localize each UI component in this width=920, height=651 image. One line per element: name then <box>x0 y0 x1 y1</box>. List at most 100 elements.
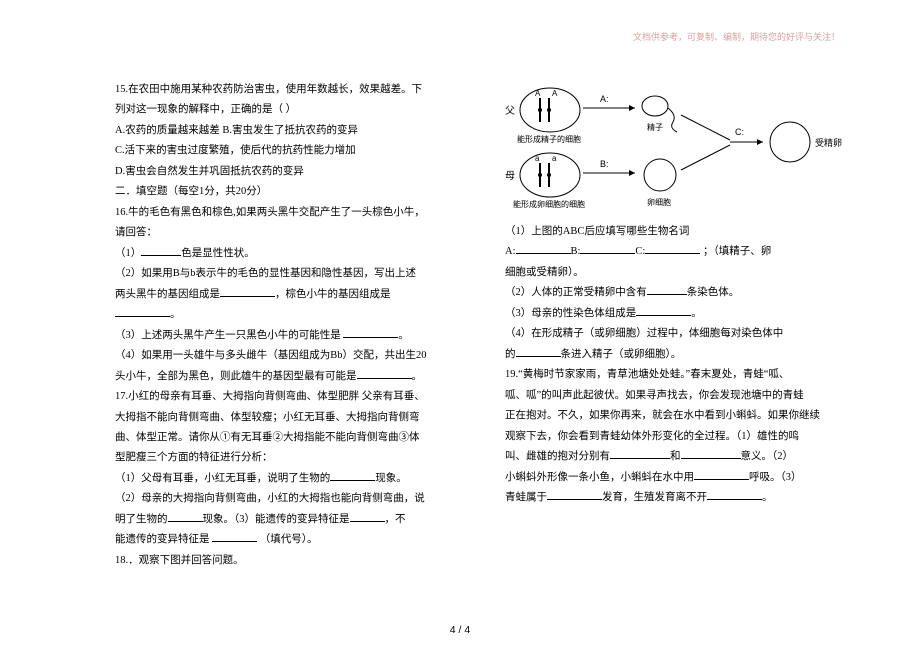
r5a: （3）母亲的性染色体组成是 <box>505 308 636 319</box>
blank <box>212 532 257 542</box>
fertilized-label: 受精卵 <box>815 137 842 148</box>
blank <box>681 449 741 459</box>
blank <box>168 511 203 521</box>
q17-2a: 明了生物的 <box>115 514 168 525</box>
r1: （1）上图的ABC后应填写哪些生物名词 <box>505 222 845 242</box>
mother-label: 母 <box>505 170 515 182</box>
r2d: ；（填精子、卵 <box>700 246 771 257</box>
blank <box>357 368 412 378</box>
blank <box>610 449 670 459</box>
q16-3b: 。 <box>398 330 409 341</box>
blank <box>343 327 398 337</box>
q16-2l2: 两头黑牛的基因组成是 ，棕色小牛的基因组成是 <box>115 285 485 305</box>
blank <box>115 307 170 317</box>
r4b: 条染色体。 <box>687 287 740 298</box>
q19-6b: 呼吸。（3） <box>749 472 802 483</box>
q17-2c: ，不 <box>385 514 406 525</box>
blank <box>330 470 375 480</box>
q17-1a: （1）父母有耳垂，小红无耳垂，说明了生物的 <box>115 473 330 484</box>
q17-l1: 17.小红的母亲有耳垂、大拇指向背侧弯曲、体型肥胖 父亲有耳垂、 <box>115 387 485 407</box>
q15-l1: 15.在农田中施用某种农药防治害虫，使用年数越长，效果越差。下 <box>115 80 485 100</box>
q19-l6: 小蝌蚪外形像一条小鱼，小蝌蚪在水中用 呼吸。（3） <box>505 468 845 488</box>
q17-2l1: （2）母亲的大拇指向背侧弯曲，小红的大拇指也能向背侧弯曲，说 <box>115 489 485 509</box>
chrom-A-label: A <box>535 89 541 98</box>
page-number: 4 / 4 <box>0 624 920 636</box>
q17-1b: 现象。 <box>375 473 407 484</box>
chrom-A-label2: A <box>552 89 558 98</box>
b-label: B: <box>600 159 609 169</box>
q19-5a: 叫、雌雄的抱对分别有 <box>505 451 610 462</box>
q17-2b: 现象。（3）能遗传的变异特征是 <box>203 514 350 525</box>
r5b: 。 <box>691 308 702 319</box>
r6: （4）在形成精子（或卵细胞）过程中，体细胞每对染色体中 <box>505 324 845 344</box>
q16-3: （3）上述两头黑牛产生一只黑色小牛的可能性是 。 <box>115 326 485 346</box>
q16-1a: （1） <box>115 248 141 259</box>
q19-5c: 意义。（2） <box>741 451 794 462</box>
q16-l1: 16.牛的毛色有黑色和棕色,如果两头黑牛交配产生了一头棕色小牛， <box>115 203 485 223</box>
blank <box>707 490 762 500</box>
blank <box>141 245 181 255</box>
q16-2b: ，棕色小牛的基因组成是 <box>275 289 391 300</box>
egg-label: 卵细胞 <box>647 197 671 207</box>
r3: 细胞或受精卵）。 <box>505 263 845 283</box>
left-column: 15.在农田中施用某种农药防治害虫，使用年数越长，效果越差。下 列对这一现象的解… <box>0 80 493 571</box>
q16-2p: 。 <box>170 309 181 320</box>
q19-7c: 。 <box>762 492 773 503</box>
q17-2l3: 能遗传的变异特征是 （填代号）。 <box>115 530 485 550</box>
q15-a: A.农药的质量越来越差 B.害虫发生了抵抗农药的变异 <box>115 121 485 141</box>
q17-1: （1）父母有耳垂，小红无耳垂，说明了生物的 现象。 <box>115 469 485 489</box>
chrom-a-label: a <box>535 154 540 163</box>
blank <box>647 285 687 295</box>
chrom-a-label2: a <box>552 154 557 163</box>
r4: （2）人体的正常受精卵中含有 条染色体。 <box>505 283 845 303</box>
blank <box>580 244 635 254</box>
q16-l2: 请回答： <box>115 223 485 243</box>
q19-7b: 发育，生殖发育离不开 <box>602 492 707 503</box>
q15-d: D.害虫会自然发生并巩固抵抗农药的变异 <box>115 162 485 182</box>
right-column: A A 父 能形成精子的细胞 A: 精子 a a 母 <box>493 80 865 571</box>
q17-3a: 能遗传的变异特征是 <box>115 534 210 545</box>
q19-5b: 和 <box>670 451 681 462</box>
q17-2l2: 明了生物的 现象。（3）能遗传的变异特征是 ，不 <box>115 510 485 530</box>
q16-2l1: （2）如果用B与b表示牛的毛色的显性基因和隐性基因，写出上述 <box>115 264 485 284</box>
section2-title: 二．填空题（每空1分，共20分） <box>115 182 485 202</box>
blank <box>516 244 571 254</box>
content: 15.在农田中施用某种农药防治害虫，使用年数越长，效果越差。下 列对这一现象的解… <box>0 80 920 571</box>
sperm-label: 精子 <box>647 122 663 132</box>
r2c: C: <box>635 246 645 257</box>
q16-2a: 两头黑牛的基因组成是 <box>115 289 220 300</box>
q19-l5: 叫、雌雄的抱对分别有 和 意义。（2） <box>505 447 845 467</box>
q16-4l2: 头小牛，全部为黑色，则此雄牛的基因型最有可能是。 <box>115 367 485 387</box>
q19-l4: 观察下去，你会看到青蛙幼体外形变化的全过程。（1）雄性的鸣 <box>505 427 845 447</box>
q19-6a: 小蝌蚪外形像一条小鱼，小蝌蚪在水中用 <box>505 472 694 483</box>
q18: 18.．观察下图并回答问题。 <box>115 551 485 571</box>
q17-l3: 曲、体型正常。请你从①有无耳垂②大拇指能不能向背侧弯曲③体 <box>115 428 485 448</box>
r2b: B: <box>571 246 581 257</box>
r7b: 条进入精子（或卵细胞）。 <box>561 349 682 360</box>
q17-3b: （填代号）。 <box>257 534 317 545</box>
c-label: C: <box>735 127 744 137</box>
q16-1b: 色是显性性状。 <box>181 248 255 259</box>
r7a: 的 <box>505 349 516 360</box>
blank <box>516 346 561 356</box>
q16-2l3: 。 <box>115 305 485 325</box>
r5: （3）母亲的性染色体组成是 。 <box>505 304 845 324</box>
q19-l1: 19.“黄梅时节家家雨，青草池塘处处蛙。”春末夏处，青蛙“呱、 <box>505 365 845 385</box>
father-cell-label: 能形成精子的细胞 <box>517 134 581 144</box>
fertilization-diagram: A A 父 能形成精子的细胞 A: 精子 a a 母 <box>505 80 845 210</box>
q15-c: C.活下来的害虫过度繁殖，使后代的抗药性能力增加 <box>115 141 485 161</box>
q15-l2: 列对这一现象的解释中，正确的是（ ） <box>115 100 485 120</box>
father-label: 父 <box>505 105 515 117</box>
r4a: （2）人体的正常受精卵中含有 <box>505 287 647 298</box>
q16-4l1: （4）如果用一头雄牛与多头雌牛（基因组成为Bb）交配，共出生20 <box>115 346 485 366</box>
blank <box>220 286 275 296</box>
blank <box>547 490 602 500</box>
q19-l3: 正在抱对。不久，如果你再来，就会在水中看到小蝌蚪。如果你继续 <box>505 406 845 426</box>
r7: 的 条进入精子（或卵细胞）。 <box>505 345 845 365</box>
q16-4a: 头小牛，全部为黑色，则此雄牛的基因型最有可能是 <box>115 371 357 382</box>
header-notice: 文档供参考，可复制、编制，期待您的好评与关注！ <box>633 30 840 43</box>
q16-3a: （3）上述两头黑牛产生一只黑色小牛的可能性是 <box>115 330 341 341</box>
q19-l7: 青蛙属于发育，生殖发育离不开。 <box>505 488 845 508</box>
blank <box>636 305 691 315</box>
r2: A:B:C: ；（填精子、卵 <box>505 242 845 262</box>
